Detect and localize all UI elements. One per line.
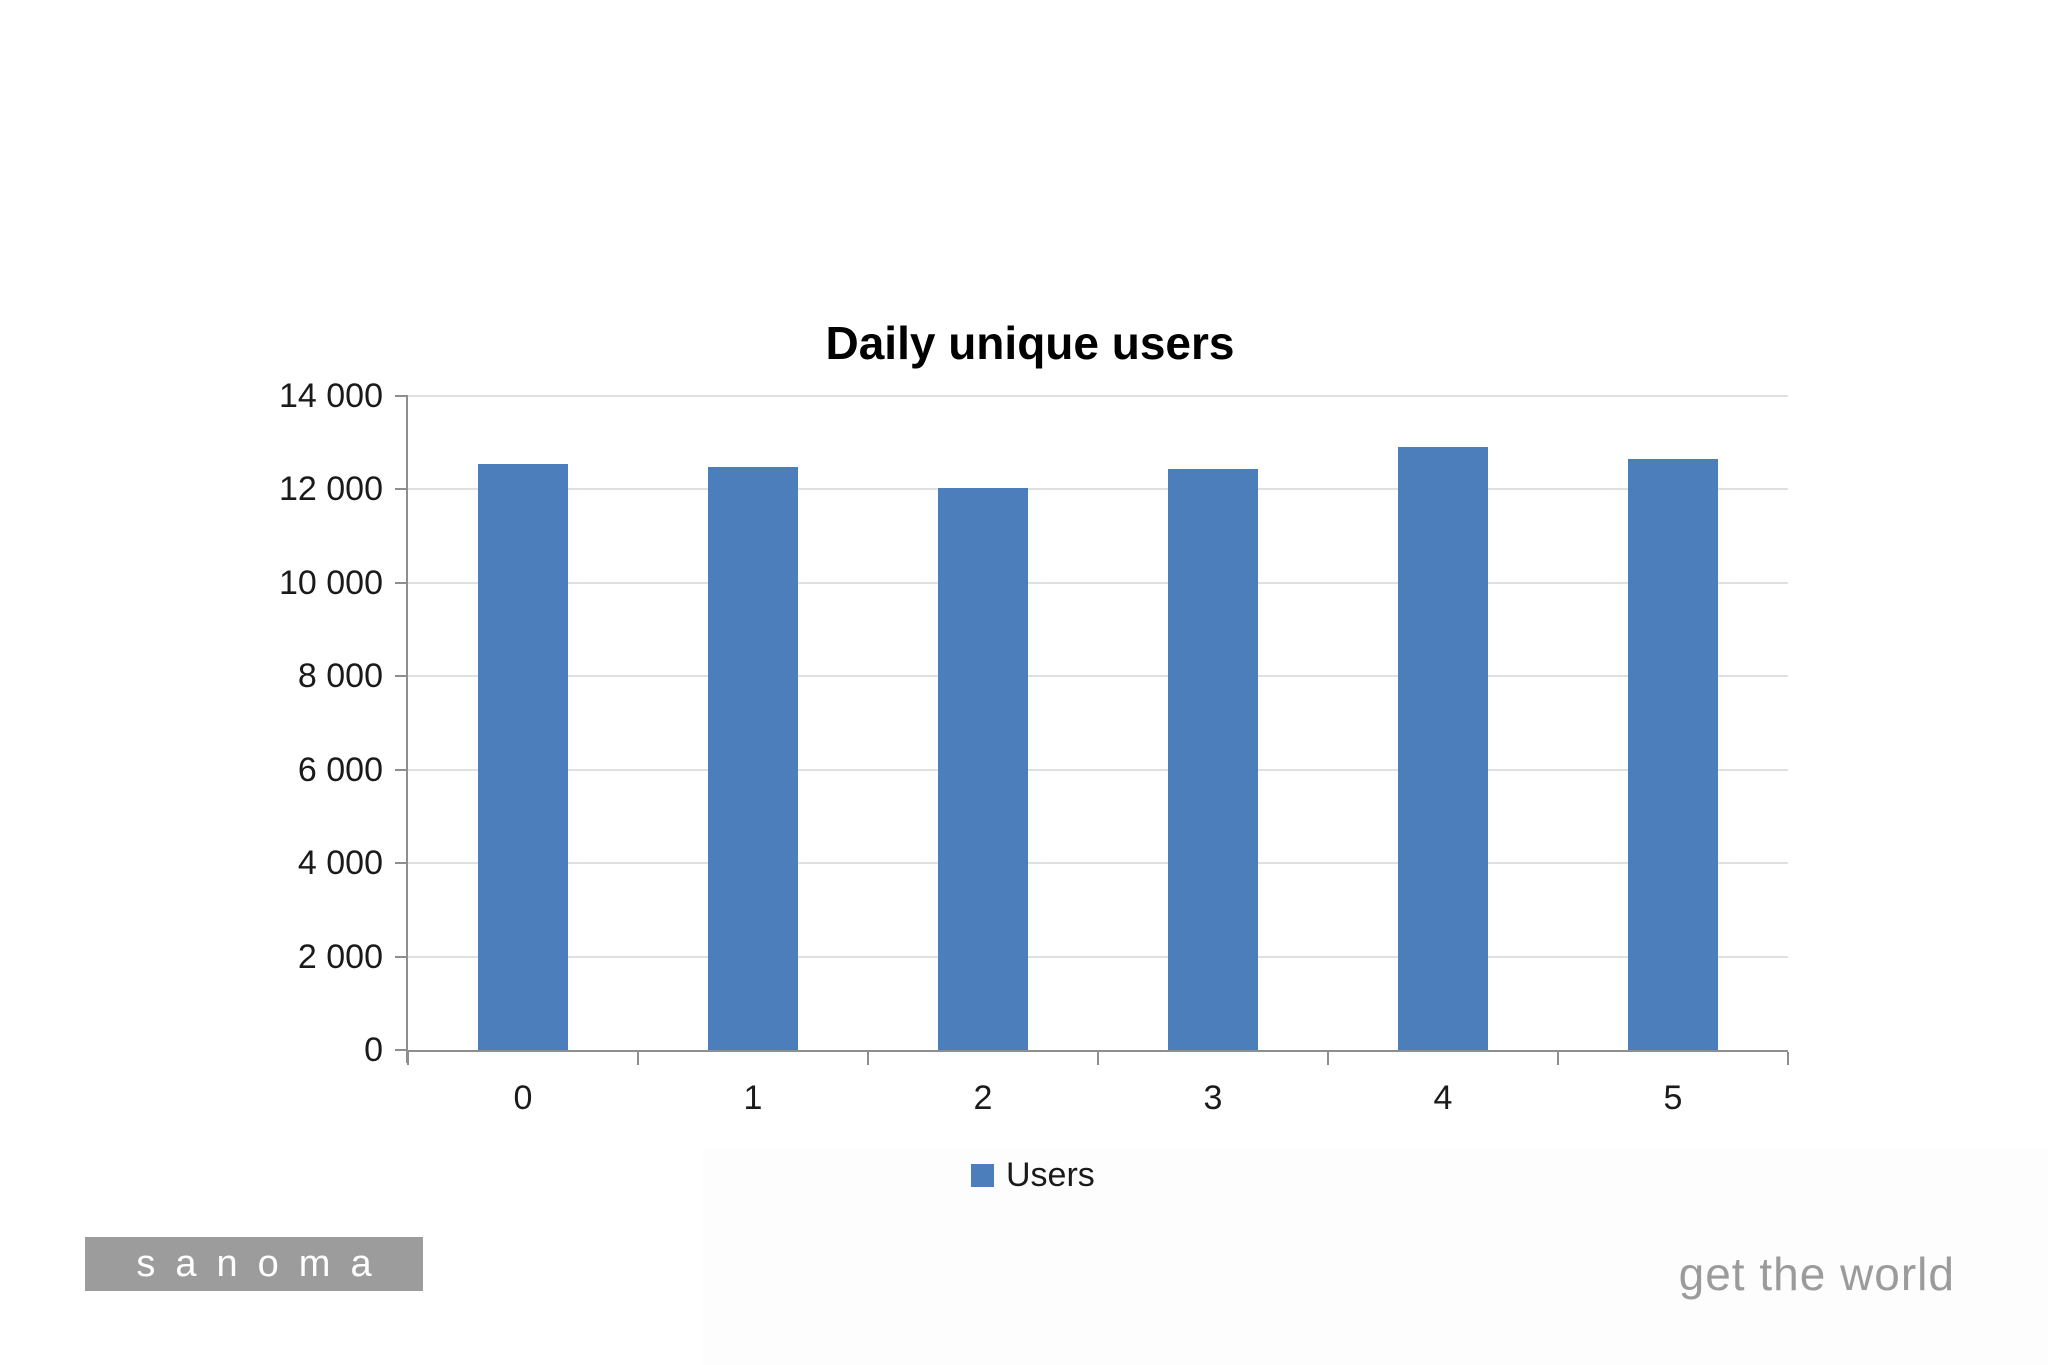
chart-legend: Users (971, 1158, 1095, 1192)
sanoma-logo-text: sanoma (136, 1243, 392, 1285)
sanoma-logo: sanoma (85, 1237, 423, 1291)
y-axis-tick (395, 581, 408, 584)
x-axis-tick (1787, 1052, 1789, 1065)
y-axis-tick (395, 395, 408, 397)
bar-2 (938, 488, 1028, 1050)
x-axis-tick (1097, 1052, 1099, 1065)
legend-swatch-users (971, 1163, 994, 1187)
gridline (408, 768, 1788, 771)
bar-1 (708, 467, 798, 1050)
x-axis-label: 1 (743, 1079, 763, 1117)
gridline (408, 581, 1788, 584)
x-axis-label: 5 (1663, 1079, 1683, 1117)
background-panel (703, 1148, 2048, 1365)
y-axis-label: 14 000 (279, 377, 383, 415)
gridline (408, 488, 1788, 491)
chart-title: Daily unique users (825, 317, 1235, 369)
bar-5 (1628, 459, 1718, 1050)
legend-label: Users (1006, 1156, 1095, 1194)
y-axis-label: 8 000 (297, 657, 383, 696)
x-axis-label: 4 (1433, 1079, 1453, 1117)
y-axis-tick (395, 955, 408, 958)
gridline (408, 955, 1788, 958)
bar-3 (1168, 468, 1258, 1050)
x-axis-tick (867, 1052, 869, 1065)
y-axis-label: 10 000 (279, 563, 383, 602)
y-axis-label: 0 (364, 1031, 383, 1069)
y-axis-label: 2 000 (297, 937, 383, 976)
y-axis-tick (395, 488, 408, 491)
tagline-text: get the world (1678, 1248, 1955, 1300)
x-axis-tick (407, 1052, 409, 1065)
x-axis-label: 0 (513, 1079, 533, 1117)
bar-4 (1398, 447, 1488, 1050)
x-axis-tick (1327, 1052, 1329, 1065)
bar-0 (478, 463, 568, 1050)
y-axis-tick (395, 1049, 408, 1051)
gridline (408, 862, 1788, 865)
y-axis-label: 12 000 (279, 470, 383, 509)
x-axis-tick (637, 1052, 639, 1065)
x-axis-tick (1557, 1052, 1559, 1065)
y-axis-label: 4 000 (297, 844, 383, 883)
y-axis-line (406, 396, 408, 1063)
y-axis-label: 6 000 (297, 750, 383, 789)
gridline (408, 675, 1788, 678)
y-axis-tick (395, 675, 408, 678)
y-axis-tick (395, 862, 408, 865)
x-axis-line (406, 1050, 1788, 1052)
x-axis-label: 3 (1203, 1079, 1223, 1117)
y-axis-tick (395, 768, 408, 771)
x-axis-label: 2 (973, 1079, 993, 1117)
gridline (408, 395, 1788, 397)
